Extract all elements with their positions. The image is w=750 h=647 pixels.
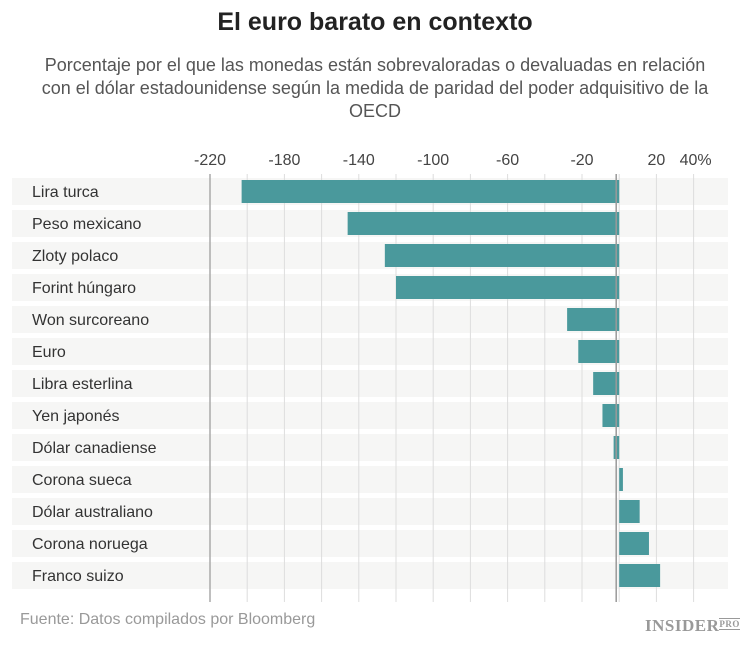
bar bbox=[578, 340, 620, 363]
chart-subtitle: Porcentaje por el que las monedas están … bbox=[41, 55, 709, 121]
category-label: Corona noruega bbox=[32, 536, 148, 553]
tick-label: -180 bbox=[268, 152, 300, 169]
bar bbox=[347, 212, 620, 235]
row-band bbox=[12, 434, 728, 461]
tick-label: -20 bbox=[570, 152, 593, 169]
category-label: Libra esterlina bbox=[32, 376, 133, 393]
tick-label: -100 bbox=[417, 152, 449, 169]
row-band bbox=[12, 466, 728, 493]
insider-pro-logo: INSIDERPRO bbox=[645, 616, 740, 636]
logo-suffix: PRO bbox=[719, 618, 740, 630]
row-band bbox=[12, 338, 728, 365]
bar bbox=[619, 468, 623, 491]
tick-label: -140 bbox=[343, 152, 375, 169]
bar bbox=[619, 500, 640, 523]
category-label: Peso mexicano bbox=[32, 216, 141, 233]
category-label: Dólar canadiense bbox=[32, 440, 157, 457]
bar bbox=[593, 372, 620, 395]
tick-label: 40% bbox=[680, 152, 712, 169]
category-label: Yen japonés bbox=[32, 408, 120, 425]
bar bbox=[602, 404, 620, 427]
row-band bbox=[12, 498, 728, 525]
bar bbox=[384, 244, 620, 267]
row-band bbox=[12, 530, 728, 557]
chart-title: El euro barato en contexto bbox=[217, 8, 533, 36]
bar bbox=[619, 564, 661, 587]
tick-label: -60 bbox=[496, 152, 519, 169]
row-band bbox=[12, 562, 728, 589]
bar bbox=[567, 308, 620, 331]
category-label: Corona sueca bbox=[32, 472, 132, 489]
category-label: Lira turca bbox=[32, 184, 99, 201]
source-note: Fuente: Datos compilados por Bloomberg bbox=[20, 611, 316, 628]
tick-label: -220 bbox=[194, 152, 226, 169]
logo-text: INSIDER bbox=[645, 616, 720, 635]
tick-label: 20 bbox=[648, 152, 666, 169]
bar bbox=[396, 276, 620, 299]
bar bbox=[619, 532, 649, 555]
category-label: Won surcoreano bbox=[32, 312, 149, 329]
category-label: Forint húngaro bbox=[32, 280, 136, 297]
category-label: Euro bbox=[32, 344, 66, 361]
category-label: Zloty polaco bbox=[32, 248, 118, 265]
category-label: Franco suizo bbox=[32, 568, 124, 585]
bar bbox=[241, 180, 620, 203]
category-label: Dólar australiano bbox=[32, 504, 153, 521]
row-band bbox=[12, 242, 728, 269]
